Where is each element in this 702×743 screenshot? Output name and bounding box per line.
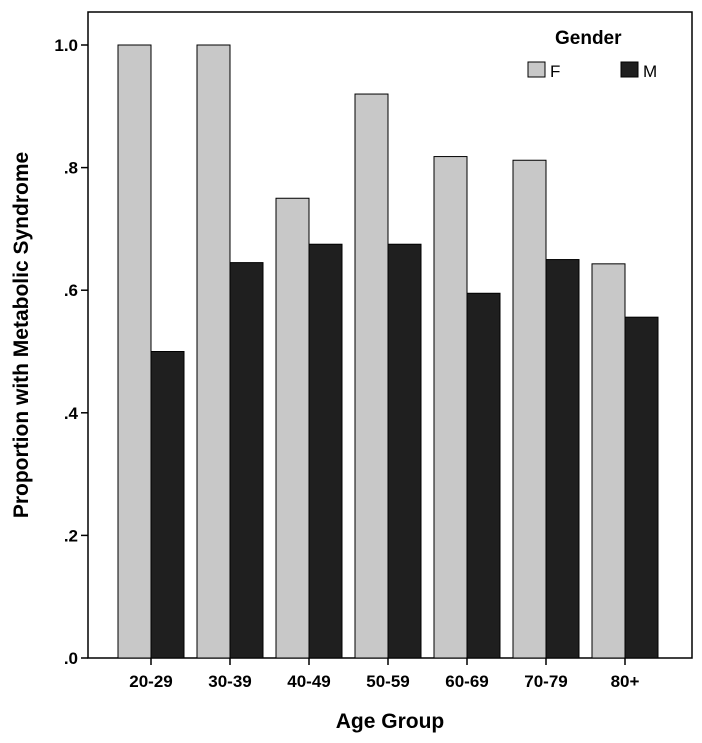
- bar-m-70-79: [545, 259, 580, 659]
- x-axis-title: Age Group: [336, 710, 445, 733]
- bar-f-30-39: [196, 44, 231, 659]
- bar-m-30-39: [229, 262, 264, 659]
- x-tick-label: 80+: [611, 672, 640, 691]
- y-axis: .0 .2 .4 .6 .8 1.0: [54, 36, 88, 668]
- y-tick-label: 1.0: [54, 36, 78, 55]
- bar-f-60-69: [433, 156, 468, 659]
- y-axis-title: Proportion with Metabolic Syndrome: [10, 152, 33, 518]
- legend-swatch-m: [620, 61, 639, 78]
- y-tick-label: .6: [64, 281, 78, 300]
- bar-m-20-29: [150, 351, 185, 659]
- bar-m-80+: [624, 316, 659, 659]
- x-tick-label: 50-59: [366, 672, 409, 691]
- bar-f-50-59: [354, 93, 389, 659]
- x-tick-label: 60-69: [445, 672, 488, 691]
- legend: Gender F M: [527, 28, 657, 81]
- x-tick-label: 40-49: [287, 672, 330, 691]
- x-tick-label: 20-29: [129, 672, 172, 691]
- bar-f-70-79: [512, 159, 547, 659]
- y-tick-label: .0: [64, 649, 78, 668]
- bar-f-80+: [591, 263, 626, 659]
- bar-m-60-69: [466, 292, 501, 659]
- y-tick-label: .8: [64, 159, 78, 178]
- y-tick-label: .2: [64, 526, 78, 545]
- legend-title: Gender: [555, 28, 622, 49]
- y-tick-label: .4: [64, 404, 79, 423]
- x-tick-label: 30-39: [208, 672, 251, 691]
- bar-f-40-49: [275, 197, 310, 659]
- bar-m-40-49: [308, 243, 343, 659]
- bar-m-50-59: [387, 243, 422, 659]
- x-tick-label: 70-79: [524, 672, 567, 691]
- bar-f-20-29: [117, 44, 152, 659]
- legend-label-m: M: [643, 62, 657, 81]
- bars-group: [117, 44, 659, 659]
- legend-swatch-f: [527, 61, 546, 78]
- legend-label-f: F: [550, 62, 560, 81]
- x-axis: 20-29 30-39 40-49 50-59 60-69 70-79 80+: [129, 658, 639, 691]
